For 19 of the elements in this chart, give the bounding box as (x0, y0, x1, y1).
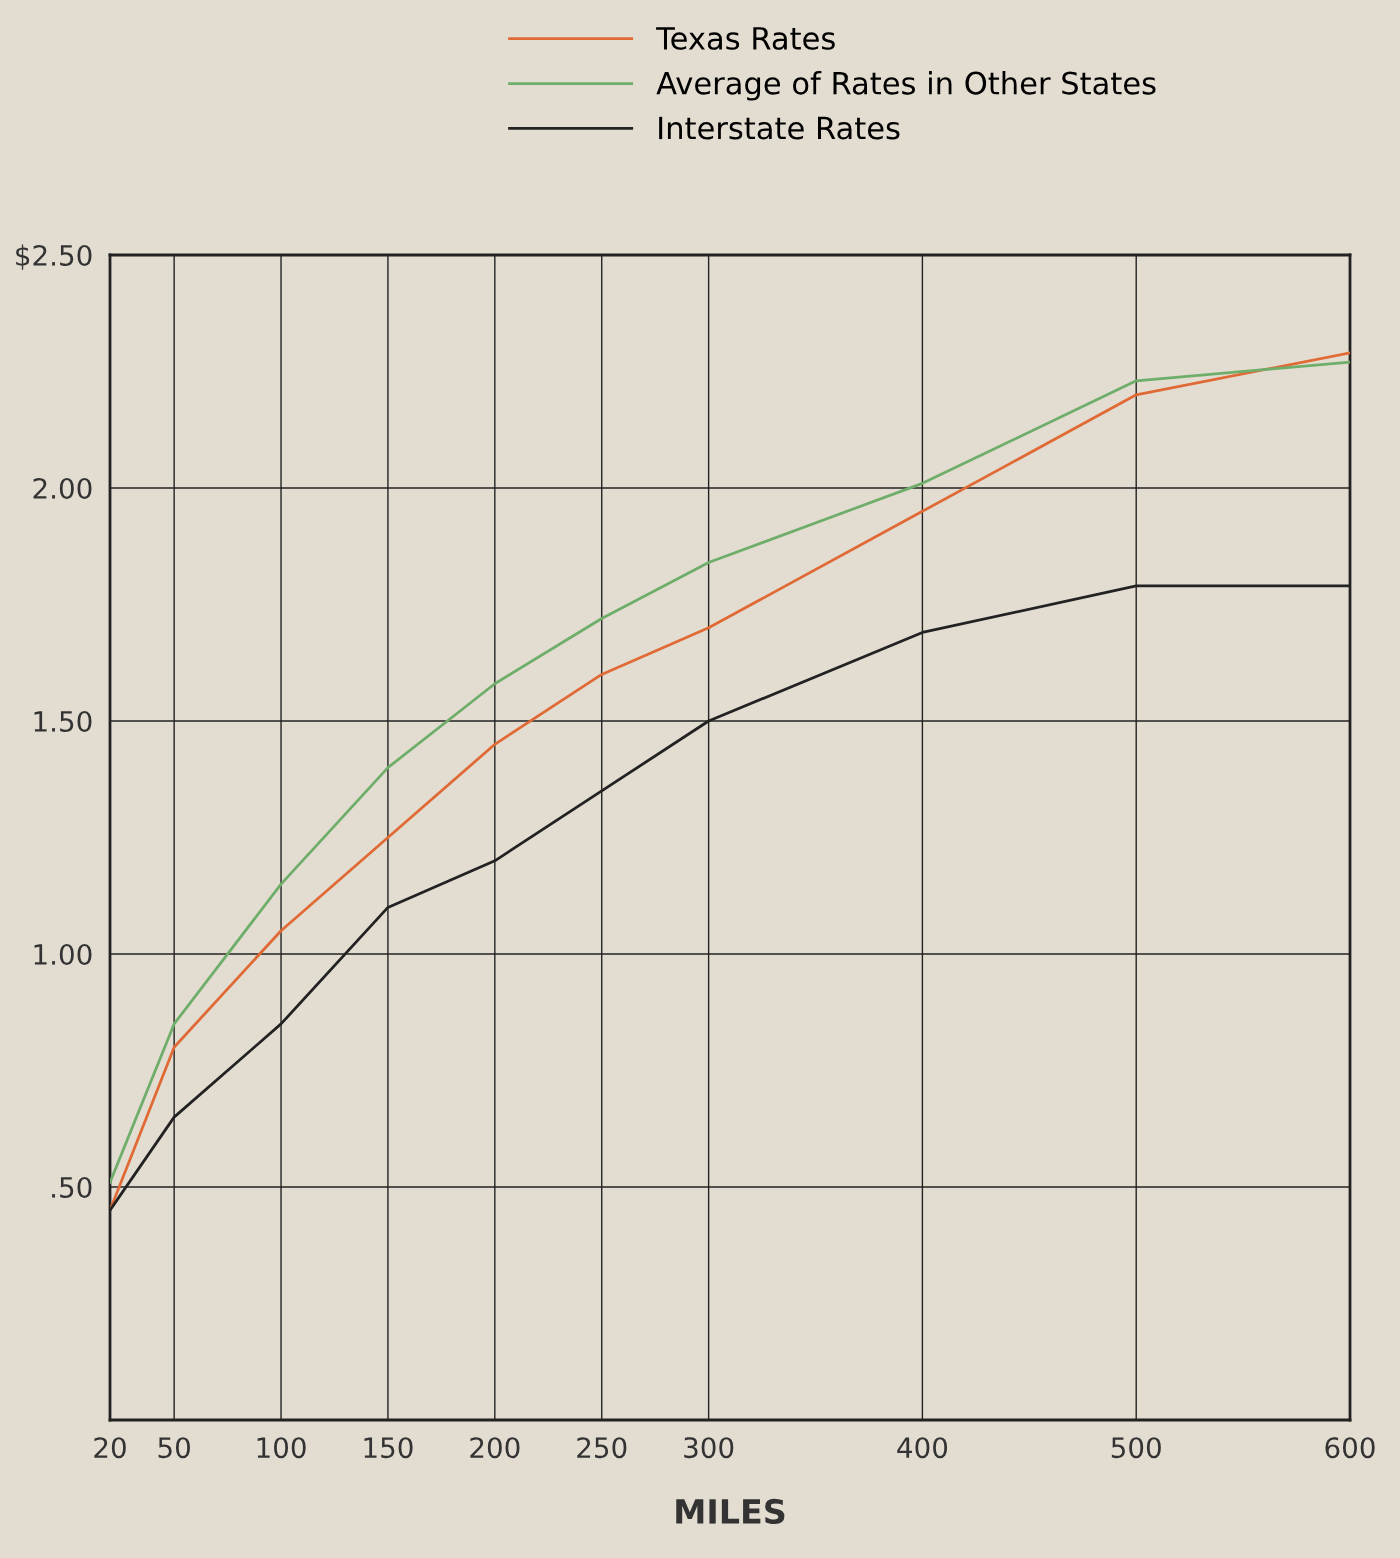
x-tick-label: 200 (470, 1437, 520, 1459)
y-tick-label: 1.00 (34, 943, 92, 965)
legend-label: Interstate Rates (659, 116, 900, 140)
x-tick-label: 400 (897, 1437, 948, 1459)
y-tick-label: 1.50 (34, 710, 92, 732)
x-tick-label: 150 (364, 1437, 413, 1459)
x-tick-label: 600 (1325, 1437, 1375, 1459)
x-tick-label: 50 (158, 1437, 190, 1459)
legend-label: Texas Rates (656, 27, 835, 50)
y-tick-label: $2.50 (16, 244, 92, 270)
x-tick-label: 250 (577, 1437, 627, 1459)
x-tick-label: 100 (257, 1437, 306, 1459)
y-tick-label: 2.00 (33, 477, 92, 499)
y-tick-label: .50 (52, 1176, 92, 1198)
x-tick-label: 300 (684, 1437, 734, 1459)
x-tick-label: 20 (94, 1437, 126, 1459)
x-axis-title: MILES (676, 1498, 785, 1525)
x-tick-label: 500 (1111, 1437, 1161, 1459)
legend-label: Average of Rates in Other States (656, 71, 1156, 101)
